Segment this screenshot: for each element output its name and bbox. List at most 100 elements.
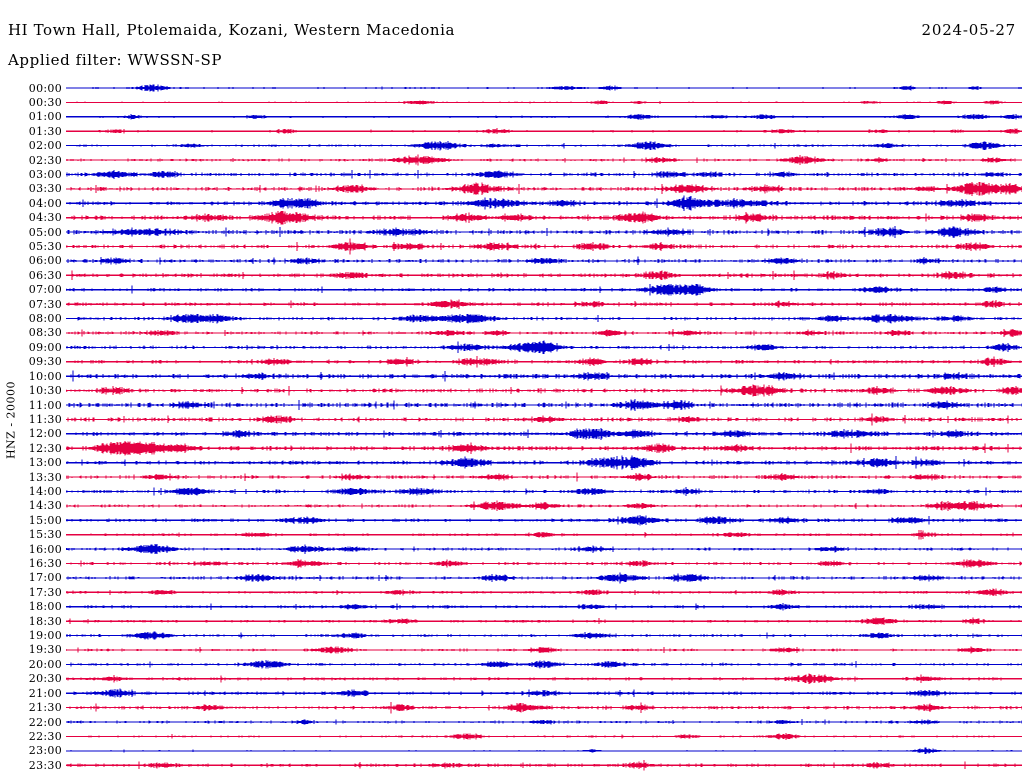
time-label: 16:00 bbox=[28, 542, 62, 556]
time-label: 19:00 bbox=[28, 629, 62, 643]
time-label: 22:30 bbox=[28, 729, 62, 743]
time-label: 20:00 bbox=[28, 657, 62, 671]
trace-row bbox=[66, 356, 1021, 368]
trace-row bbox=[66, 256, 1022, 266]
trace-row bbox=[66, 472, 1021, 482]
time-label: 22:00 bbox=[28, 715, 62, 729]
trace-row bbox=[66, 211, 1022, 225]
trace-row bbox=[70, 427, 1022, 440]
trace-row bbox=[66, 283, 1022, 296]
trace-row bbox=[66, 588, 1022, 597]
time-label: 04:00 bbox=[28, 196, 62, 210]
time-label: 21:00 bbox=[28, 686, 62, 700]
trace-row bbox=[70, 181, 1022, 196]
trace-row bbox=[77, 128, 1022, 135]
trace-row bbox=[66, 688, 1022, 698]
time-label: 18:30 bbox=[28, 614, 62, 628]
trace-row bbox=[66, 487, 1022, 496]
time-label: 09:30 bbox=[28, 355, 62, 369]
trace-row bbox=[68, 399, 1022, 411]
time-label: 12:30 bbox=[28, 441, 62, 455]
trace-row bbox=[66, 500, 1022, 511]
trace-row bbox=[67, 572, 1020, 584]
time-label: 07:30 bbox=[28, 297, 62, 311]
time-label: 15:30 bbox=[28, 528, 62, 542]
time-label: 02:30 bbox=[28, 153, 62, 167]
time-label: 15:00 bbox=[28, 513, 62, 527]
trace-row bbox=[66, 141, 1022, 151]
trace-row bbox=[66, 646, 1018, 654]
trace-row bbox=[66, 340, 1022, 354]
time-label: 13:00 bbox=[28, 456, 62, 470]
trace-row bbox=[66, 113, 1022, 120]
time-label: 05:00 bbox=[28, 225, 62, 239]
time-label: 18:00 bbox=[28, 600, 62, 614]
trace-row bbox=[66, 529, 1017, 540]
trace-row bbox=[70, 747, 1019, 755]
time-label: 21:30 bbox=[28, 701, 62, 715]
trace-row bbox=[66, 514, 1021, 526]
time-label: 16:30 bbox=[28, 557, 62, 571]
trace-row bbox=[66, 673, 1022, 685]
time-label: 06:00 bbox=[28, 254, 62, 268]
trace-row bbox=[68, 195, 1022, 211]
trace-row bbox=[66, 441, 1022, 456]
trace-row bbox=[76, 100, 1020, 105]
trace-row bbox=[71, 270, 1021, 281]
helicorder-traces bbox=[66, 84, 1022, 771]
trace-row bbox=[68, 328, 1022, 337]
time-label: 10:30 bbox=[28, 384, 62, 398]
time-label: 09:00 bbox=[28, 340, 62, 354]
time-label: 20:30 bbox=[28, 672, 62, 686]
time-label: 14:00 bbox=[28, 484, 62, 498]
time-label: 12:00 bbox=[28, 427, 62, 441]
trace-row bbox=[68, 660, 1022, 669]
time-label: 01:00 bbox=[28, 110, 62, 124]
trace-row bbox=[66, 154, 1016, 166]
trace-row bbox=[67, 413, 1022, 426]
time-label: 00:00 bbox=[28, 81, 62, 95]
trace-row bbox=[66, 544, 1022, 555]
time-label: 10:00 bbox=[28, 369, 62, 383]
time-label: 02:00 bbox=[28, 139, 62, 153]
trace-row bbox=[66, 760, 1016, 771]
time-label: 00:30 bbox=[28, 95, 62, 109]
trace-row bbox=[68, 617, 1020, 625]
time-label: 17:00 bbox=[28, 571, 62, 585]
time-label: 23:30 bbox=[28, 758, 62, 772]
trace-row bbox=[66, 313, 1022, 324]
time-label-column: 00:00 00:30 01:00 01:30 02:00 02:30 03:00 03:30… bbox=[0, 0, 62, 780]
trace-row bbox=[75, 84, 1022, 92]
time-label: 03:30 bbox=[28, 182, 62, 196]
time-label: 19:30 bbox=[28, 643, 62, 657]
time-label: 03:00 bbox=[28, 167, 62, 181]
trace-row bbox=[66, 169, 1022, 180]
trace-row bbox=[70, 558, 1022, 569]
trace-row bbox=[67, 226, 1022, 238]
trace-row bbox=[69, 603, 1022, 611]
time-label: 14:30 bbox=[28, 499, 62, 513]
trace-row bbox=[69, 702, 1022, 714]
filter-label: Applied filter: WWSSN-SP bbox=[8, 51, 223, 69]
page-title: HI Town Hall, Ptolemaida, Kozani, Wester… bbox=[8, 21, 456, 39]
trace-row bbox=[66, 384, 1022, 397]
time-label: 11:30 bbox=[28, 412, 62, 426]
time-label: 04:30 bbox=[28, 211, 62, 225]
time-label: 11:00 bbox=[28, 398, 62, 412]
date-label: 2024-05-27 bbox=[921, 21, 1016, 39]
trace-row bbox=[66, 299, 1022, 309]
time-label: 06:30 bbox=[28, 268, 62, 282]
time-label: 23:00 bbox=[28, 744, 62, 758]
trace-row bbox=[66, 370, 1022, 382]
time-label: 08:30 bbox=[28, 326, 62, 340]
trace-row bbox=[66, 631, 1022, 640]
time-label: 08:00 bbox=[28, 312, 62, 326]
trace-row bbox=[73, 732, 1022, 741]
time-label: 17:30 bbox=[28, 585, 62, 599]
trace-row bbox=[66, 238, 1022, 255]
time-label: 13:30 bbox=[28, 470, 62, 484]
time-label: 01:30 bbox=[28, 124, 62, 138]
trace-row bbox=[66, 719, 1022, 726]
time-label: 07:00 bbox=[28, 283, 62, 297]
trace-row bbox=[66, 455, 1019, 470]
